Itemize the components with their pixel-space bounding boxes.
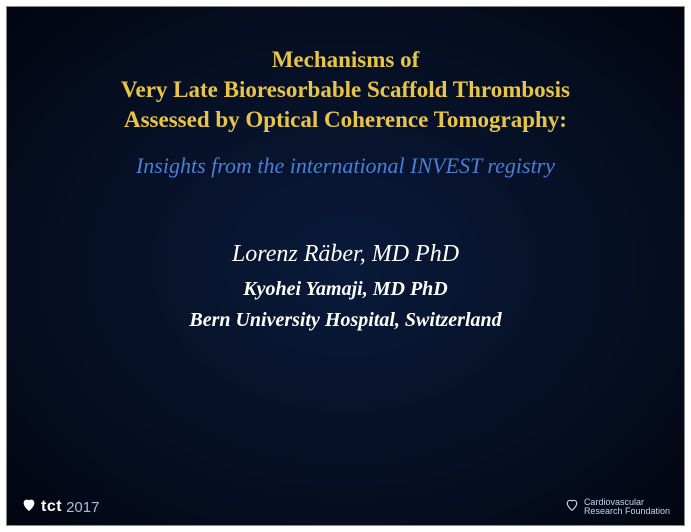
org-line-2: Research Foundation xyxy=(584,507,670,516)
slide-subtitle: Insights from the international INVEST r… xyxy=(136,153,555,179)
conference-year: 2017 xyxy=(66,499,99,516)
crf-heart-icon xyxy=(565,498,579,517)
author-affiliation: Bern University Hospital, Switzerland xyxy=(189,309,501,332)
presentation-slide: Mechanisms of Very Late Bioresorbable Sc… xyxy=(6,6,685,526)
title-line-3: Assessed by Optical Coherence Tomography… xyxy=(121,105,570,135)
secondary-author: Kyohei Yamaji, MD PhD xyxy=(189,278,501,301)
title-line-2: Very Late Bioresorbable Scaffold Thrombo… xyxy=(121,75,570,105)
authors-block: Lorenz Räber, MD PhD Kyohei Yamaji, MD P… xyxy=(189,241,501,332)
slide-footer: tct2017 Cardiovascular Research Foundati… xyxy=(7,489,684,525)
footer-conference: tct2017 xyxy=(21,497,99,518)
title-line-1: Mechanisms of xyxy=(121,45,570,75)
organization-name: Cardiovascular Research Foundation xyxy=(584,498,670,516)
slide-title-block: Mechanisms of Very Late Bioresorbable Sc… xyxy=(121,45,570,135)
conference-name: tct xyxy=(41,498,62,516)
slide-container: Mechanisms of Very Late Bioresorbable Sc… xyxy=(0,0,691,532)
primary-author: Lorenz Räber, MD PhD xyxy=(189,241,501,268)
footer-organization: Cardiovascular Research Foundation xyxy=(565,498,670,517)
heart-icon xyxy=(21,497,37,518)
